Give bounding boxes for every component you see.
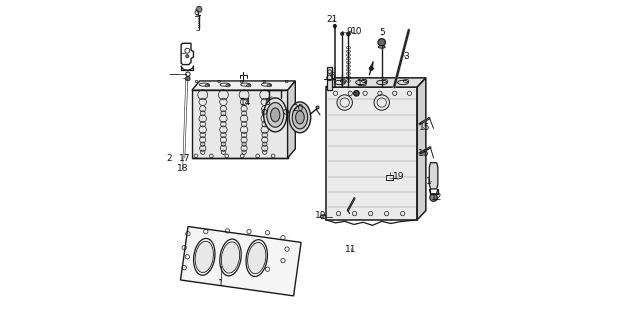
Text: 1: 1 bbox=[218, 280, 223, 289]
Ellipse shape bbox=[264, 98, 287, 132]
Polygon shape bbox=[429, 163, 438, 189]
Text: 3: 3 bbox=[404, 52, 410, 61]
Polygon shape bbox=[326, 87, 417, 220]
Text: 13: 13 bbox=[357, 79, 369, 88]
Text: 9: 9 bbox=[346, 27, 352, 36]
Bar bbox=[387, 175, 393, 180]
Text: 12: 12 bbox=[431, 193, 442, 202]
Circle shape bbox=[369, 67, 373, 70]
Circle shape bbox=[354, 91, 359, 96]
Ellipse shape bbox=[267, 103, 284, 127]
Polygon shape bbox=[192, 81, 295, 90]
Bar bbox=[180, 227, 301, 296]
Text: 8: 8 bbox=[265, 98, 271, 107]
Text: 21: 21 bbox=[326, 15, 338, 24]
Circle shape bbox=[186, 55, 189, 58]
Text: 14: 14 bbox=[239, 98, 251, 107]
Ellipse shape bbox=[378, 46, 385, 48]
Ellipse shape bbox=[320, 215, 326, 219]
Polygon shape bbox=[196, 7, 202, 12]
Polygon shape bbox=[287, 81, 295, 158]
Text: 19: 19 bbox=[393, 172, 404, 181]
Text: 11: 11 bbox=[345, 245, 356, 254]
Text: 15: 15 bbox=[419, 123, 431, 132]
Circle shape bbox=[430, 194, 437, 201]
Ellipse shape bbox=[221, 242, 239, 273]
Ellipse shape bbox=[248, 242, 266, 274]
Polygon shape bbox=[192, 90, 287, 158]
Circle shape bbox=[186, 76, 190, 81]
Text: 10: 10 bbox=[351, 27, 362, 36]
Circle shape bbox=[340, 32, 344, 35]
Circle shape bbox=[346, 32, 350, 36]
Circle shape bbox=[378, 39, 385, 46]
Circle shape bbox=[316, 106, 319, 109]
Text: 19: 19 bbox=[315, 211, 326, 220]
Text: 4: 4 bbox=[369, 63, 374, 72]
Ellipse shape bbox=[195, 241, 213, 272]
Polygon shape bbox=[417, 78, 426, 220]
Ellipse shape bbox=[289, 102, 311, 133]
Ellipse shape bbox=[296, 111, 304, 124]
Text: 17: 17 bbox=[179, 153, 191, 162]
Text: 6: 6 bbox=[330, 72, 335, 81]
Text: 20: 20 bbox=[292, 104, 304, 113]
Ellipse shape bbox=[292, 106, 308, 129]
Text: 18: 18 bbox=[177, 164, 188, 173]
Text: 5: 5 bbox=[379, 28, 385, 37]
Text: 16: 16 bbox=[418, 149, 429, 158]
Polygon shape bbox=[326, 78, 426, 87]
Ellipse shape bbox=[193, 238, 215, 275]
Text: 9: 9 bbox=[193, 10, 199, 19]
Text: 1: 1 bbox=[426, 177, 431, 186]
Circle shape bbox=[333, 24, 337, 28]
Ellipse shape bbox=[271, 108, 280, 122]
Ellipse shape bbox=[220, 239, 241, 276]
Bar bbox=[327, 67, 332, 90]
Circle shape bbox=[186, 72, 190, 76]
Text: 2: 2 bbox=[166, 153, 172, 162]
Ellipse shape bbox=[246, 240, 268, 277]
